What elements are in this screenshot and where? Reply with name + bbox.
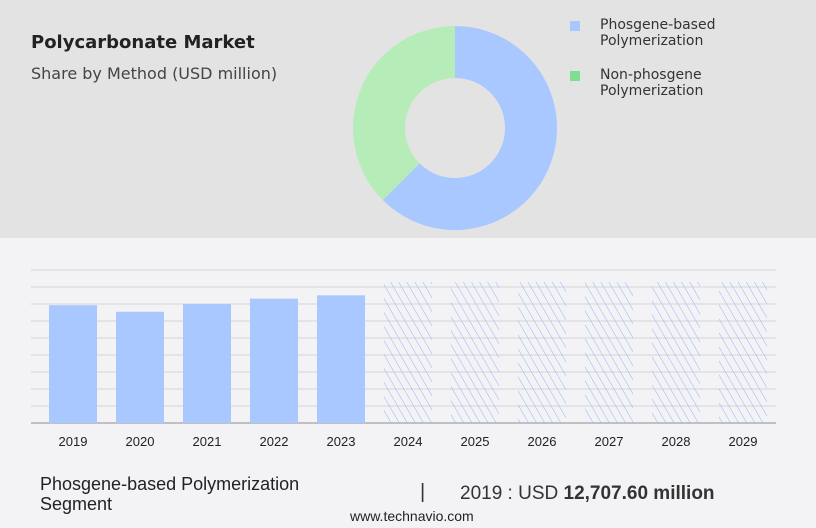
bar-chart: 2019 2020 2021 2022 2023 2024 2025 2026 2027 2028… — [31, 269, 776, 449]
x-tick-label: 2029 — [729, 434, 758, 449]
x-tick-label: 2027 — [595, 434, 624, 449]
separator: | — [420, 481, 426, 503]
legend-item: Non-phosgene Polymerization — [570, 67, 740, 99]
x-tick-label: 2020 — [126, 434, 155, 449]
value-prefix: 2019 : USD — [460, 483, 564, 504]
legend-swatch — [570, 21, 580, 31]
bar-2021 — [183, 304, 231, 423]
x-tick-label: 2021 — [193, 434, 222, 449]
legend: Phosgene-based Polymerization Non-phosge… — [570, 17, 740, 117]
x-tick-label: 2022 — [260, 434, 289, 449]
source-url: www.technavio.com — [350, 508, 474, 524]
legend-label: Non-phosgene Polymerization — [600, 67, 704, 99]
bar-2020 — [116, 311, 164, 423]
chart-title: Polycarbonate Market — [31, 32, 255, 53]
forecast-bar-2027 — [585, 282, 633, 423]
legend-label: Phosgene-based Polymerization — [600, 17, 716, 49]
bar-2019 — [49, 305, 97, 423]
forecast-bar-2025 — [451, 282, 499, 423]
legend-item: Phosgene-based Polymerization — [570, 17, 740, 49]
donut-slice — [382, 26, 557, 230]
x-tick-label: 2026 — [528, 434, 557, 449]
x-tick-label: 2025 — [461, 434, 490, 449]
x-tick-label: 2023 — [327, 434, 356, 449]
donut-slice — [353, 26, 455, 201]
value-amount: 12,707.60 million — [563, 483, 715, 504]
x-tick-label: 2019 — [59, 434, 88, 449]
forecast-bar-2029 — [719, 282, 767, 423]
chart-subtitle: Share by Method (USD million) — [31, 64, 278, 83]
bar-2023 — [317, 295, 365, 423]
x-tick-label: 2024 — [394, 434, 423, 449]
forecast-bar-2028 — [652, 282, 700, 423]
segment-label: Phosgene-based Polymerization Segment — [40, 474, 300, 514]
segment-value: 2019 : USD 12,707.60 million — [460, 483, 715, 505]
forecast-bar-2024 — [384, 282, 432, 423]
bar-2022 — [250, 298, 298, 423]
forecast-bar-2026 — [518, 282, 566, 423]
legend-swatch — [570, 71, 580, 81]
x-tick-label: 2028 — [662, 434, 691, 449]
donut-chart — [353, 26, 557, 230]
